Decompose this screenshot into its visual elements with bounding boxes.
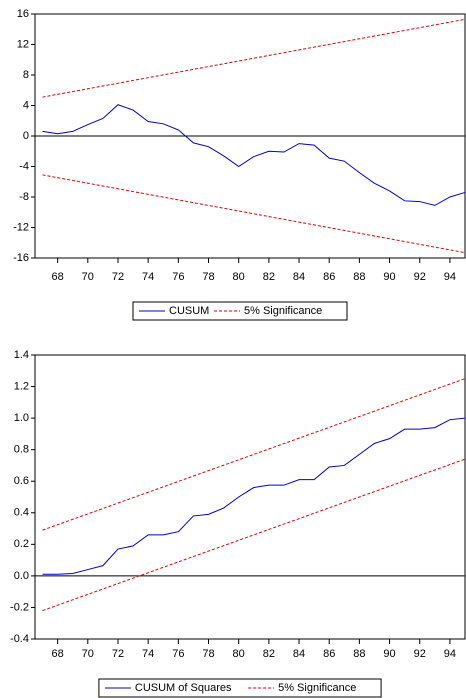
x-tick-label: 90	[383, 271, 395, 283]
y-tick-label: -8	[19, 191, 29, 203]
y-tick-label: 16	[17, 8, 29, 20]
x-tick-label: 74	[142, 271, 154, 283]
y-tick-label: 1.4	[14, 349, 29, 361]
series-line	[42, 417, 466, 575]
y-tick-label: 0.0	[14, 570, 29, 582]
x-tick-label: 84	[293, 271, 305, 283]
y-tick-label: 0.8	[14, 444, 29, 456]
y-tick-label: 1.2	[14, 380, 29, 392]
y-tick-label: -0.2	[10, 601, 29, 613]
legend-box	[98, 678, 382, 698]
x-tick-label: 76	[172, 648, 184, 660]
y-tick-label: -12	[13, 221, 29, 233]
legend-label: CUSUM of Squares	[135, 682, 232, 694]
x-tick-label: 88	[353, 648, 365, 660]
x-tick-label: 92	[414, 648, 426, 660]
x-tick-label: 82	[263, 648, 275, 660]
x-tick-label: 76	[172, 271, 184, 283]
x-tick-label: 68	[52, 271, 64, 283]
x-tick-label: 94	[444, 271, 456, 283]
x-tick-label: 94	[444, 648, 456, 660]
plot-frame	[34, 354, 466, 640]
series-line	[42, 104, 466, 206]
x-tick-label: 72	[112, 271, 124, 283]
y-tick-label: 0.2	[14, 538, 29, 550]
x-tick-label: 88	[353, 271, 365, 283]
x-tick-label: 68	[52, 648, 64, 660]
x-tick-label: 86	[323, 648, 335, 660]
x-tick-label: 74	[142, 648, 154, 660]
x-tick-label: 78	[202, 271, 214, 283]
legend-label: 5% Significance	[278, 682, 356, 694]
x-tick-label: 80	[233, 271, 245, 283]
legend-label: CUSUM	[169, 305, 209, 317]
y-tick-label: -16	[13, 252, 29, 264]
x-tick-label: 92	[414, 271, 426, 283]
y-tick-label: -0.4	[10, 633, 29, 645]
x-tick-label: 80	[233, 648, 245, 660]
y-tick-label: 1.0	[14, 412, 29, 424]
x-tick-label: 84	[293, 648, 305, 660]
series-line	[42, 18, 466, 98]
y-tick-label: -4	[19, 160, 29, 172]
x-tick-label: 86	[323, 271, 335, 283]
y-tick-label: 0.6	[14, 475, 29, 487]
series-line	[42, 174, 466, 254]
x-tick-label: 78	[202, 648, 214, 660]
series-line	[42, 378, 466, 531]
x-tick-label: 90	[383, 648, 395, 660]
x-tick-label: 70	[82, 271, 94, 283]
legend-label: 5% Significance	[244, 305, 322, 317]
series-line	[42, 458, 466, 612]
y-tick-label: 12	[17, 38, 29, 50]
y-tick-label: 8	[23, 69, 29, 81]
y-tick-label: 0	[23, 130, 29, 142]
x-tick-label: 82	[263, 271, 275, 283]
x-tick-label: 72	[112, 648, 124, 660]
x-tick-label: 70	[82, 648, 94, 660]
y-tick-label: 0.4	[14, 507, 29, 519]
y-tick-label: 4	[23, 99, 29, 111]
